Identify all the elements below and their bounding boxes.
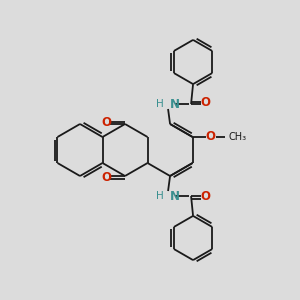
Text: H: H: [156, 191, 164, 201]
Text: O: O: [206, 130, 216, 143]
Text: O: O: [200, 190, 210, 203]
Text: N: N: [170, 190, 180, 202]
Text: N: N: [170, 98, 180, 110]
Text: O: O: [200, 97, 210, 110]
Text: H: H: [156, 99, 164, 109]
Text: O: O: [101, 116, 111, 129]
Text: CH₃: CH₃: [229, 132, 247, 142]
Text: O: O: [101, 171, 111, 184]
